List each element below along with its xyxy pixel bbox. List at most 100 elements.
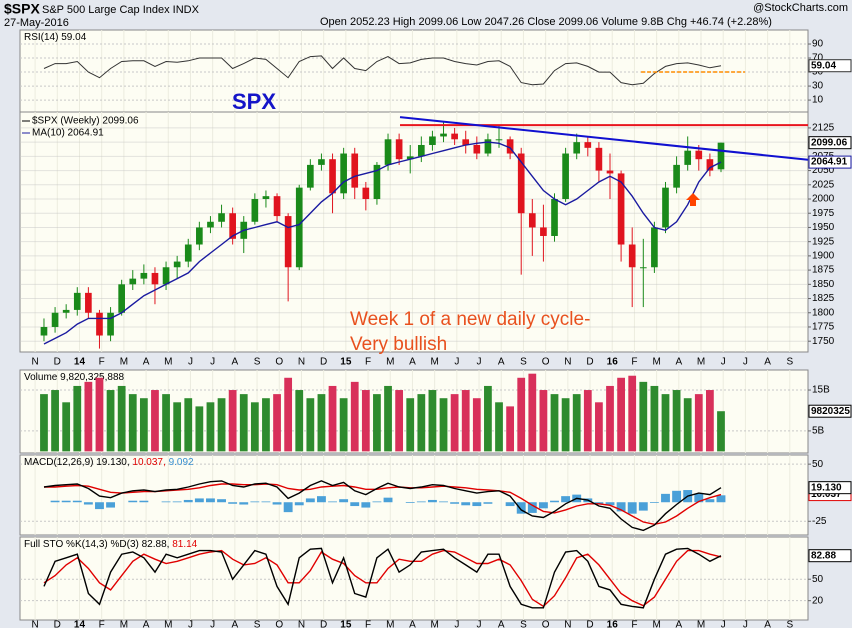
x-tick-label: A bbox=[409, 357, 416, 368]
candle-body bbox=[362, 187, 370, 200]
x-tick-label: A bbox=[232, 620, 239, 628]
histogram-bar bbox=[538, 502, 548, 509]
histogram-bar bbox=[106, 502, 116, 508]
histogram-bar bbox=[561, 496, 571, 503]
panel-title-part: 10.037, bbox=[132, 457, 165, 468]
candle-body bbox=[107, 312, 114, 336]
histogram-bar bbox=[627, 502, 637, 514]
x-tick-label: M bbox=[652, 357, 660, 368]
trend-line bbox=[399, 116, 809, 161]
x-tick-label: J bbox=[454, 357, 459, 368]
histogram-bar bbox=[72, 500, 82, 503]
x-tick-label: A bbox=[498, 357, 505, 368]
bar bbox=[217, 398, 226, 452]
histogram-bar bbox=[161, 501, 171, 503]
x-tick-label: N bbox=[31, 620, 38, 628]
candle-body bbox=[151, 272, 159, 285]
bar bbox=[672, 390, 681, 452]
candle-body bbox=[51, 312, 59, 327]
histogram-bar bbox=[261, 501, 271, 503]
x-tick-label: J bbox=[721, 620, 726, 628]
histogram-bar bbox=[450, 502, 460, 504]
bar bbox=[284, 377, 293, 452]
panel-title-part: 81.14 bbox=[172, 539, 197, 550]
bar bbox=[117, 385, 126, 452]
candle-body bbox=[184, 244, 192, 262]
x-tick-label: J bbox=[454, 620, 459, 628]
candle-body bbox=[318, 159, 325, 165]
index-name: S&P 500 Large Cap Index INDX bbox=[42, 4, 200, 16]
x-tick-label: A bbox=[498, 620, 505, 628]
histogram-bar bbox=[305, 498, 315, 503]
candle-body bbox=[373, 164, 381, 200]
x-tick-label: F bbox=[365, 357, 371, 368]
candle-body bbox=[229, 213, 236, 239]
x-tick-label: 15 bbox=[340, 620, 352, 628]
bar bbox=[84, 381, 93, 452]
y-tick-label: 1900 bbox=[812, 251, 835, 262]
x-tick-label: A bbox=[232, 357, 239, 368]
panel-title-part: RSI(14) 59.04 bbox=[24, 32, 87, 43]
histogram-bar bbox=[283, 502, 293, 513]
histogram-bar bbox=[328, 501, 337, 503]
value-box-label: 2099.06 bbox=[811, 137, 848, 148]
x-tick-label: S bbox=[786, 357, 793, 368]
y-tick-label: 30 bbox=[812, 81, 824, 92]
histogram-bar bbox=[661, 493, 670, 503]
candle-body bbox=[606, 170, 614, 174]
candle-body bbox=[329, 159, 336, 194]
histogram-bar bbox=[427, 499, 437, 503]
legend-label: $SPX (Weekly) 2099.06 bbox=[32, 116, 139, 127]
candle-body bbox=[706, 159, 714, 171]
bar bbox=[250, 402, 259, 452]
x-tick-label: A bbox=[675, 620, 682, 628]
x-tick-label: O bbox=[542, 357, 550, 368]
quote: Open 2052.23 High 2099.06 Low 2047.26 Cl… bbox=[320, 16, 772, 28]
bar bbox=[495, 402, 503, 452]
histogram-bar bbox=[705, 499, 715, 503]
legend-label: MA(10) 2064.91 bbox=[32, 128, 104, 139]
bar bbox=[439, 398, 448, 452]
candle-body bbox=[173, 261, 181, 268]
candle-body bbox=[451, 133, 458, 140]
x-tick-label: F bbox=[99, 357, 105, 368]
x-tick-label: J bbox=[743, 357, 748, 368]
bar bbox=[106, 390, 115, 452]
bar bbox=[128, 394, 137, 452]
annotation: SPX bbox=[232, 89, 276, 114]
y-tick-label: 2125 bbox=[812, 123, 835, 134]
y-tick-label: 1925 bbox=[812, 236, 835, 247]
candle-body bbox=[351, 153, 359, 188]
series-line bbox=[43, 141, 722, 345]
candle-body bbox=[251, 199, 259, 222]
panel bbox=[19, 111, 809, 353]
value-box bbox=[808, 549, 852, 563]
x-tick-label: M bbox=[386, 357, 394, 368]
histogram-bar bbox=[416, 501, 426, 503]
bar bbox=[472, 398, 481, 452]
histogram-bar bbox=[350, 502, 360, 507]
candle-body bbox=[196, 227, 203, 245]
y-tick-label: 1775 bbox=[812, 322, 835, 333]
x-tick-label: D bbox=[54, 620, 61, 628]
value-box bbox=[808, 155, 852, 169]
candle-body bbox=[218, 213, 225, 222]
x-tick-label: A bbox=[764, 357, 771, 368]
candle-body bbox=[395, 139, 403, 160]
panel-title-part: MACD(12,26,9) 19.130, bbox=[24, 457, 130, 468]
bar bbox=[417, 394, 426, 452]
bar bbox=[151, 390, 159, 452]
bar bbox=[395, 390, 404, 452]
histogram-bar bbox=[505, 502, 515, 507]
histogram-bar bbox=[694, 493, 704, 503]
candle-body bbox=[495, 139, 503, 141]
histogram-bar bbox=[250, 501, 260, 503]
x-tick-label: S bbox=[520, 620, 527, 628]
histogram-bar bbox=[527, 502, 537, 513]
value-box-label: 10.037 bbox=[811, 489, 842, 500]
x-tick-label: 16 bbox=[607, 357, 619, 368]
candle-body bbox=[562, 153, 569, 200]
bar bbox=[617, 377, 625, 452]
value-box bbox=[808, 136, 852, 150]
